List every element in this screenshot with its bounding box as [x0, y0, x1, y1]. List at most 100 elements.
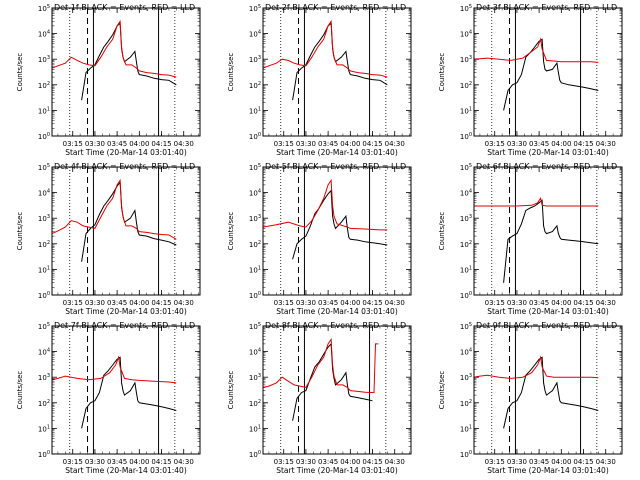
y-tick-label: 102	[38, 399, 50, 408]
y-tick-label: 101	[38, 106, 50, 115]
x-tick-label: 04:00	[340, 299, 360, 307]
y-tick-label: 105	[249, 4, 261, 13]
y-tick-label: 105	[460, 322, 472, 331]
x-tick-label: 04:15	[151, 299, 171, 307]
x-tick-label: 03:45	[318, 140, 338, 148]
series-events	[81, 22, 177, 101]
y-axis-label: Counts/sec	[438, 53, 446, 92]
y-tick-label: 102	[460, 81, 472, 90]
y-tick-label: 104	[249, 189, 261, 198]
y-tick-label: 100	[460, 291, 472, 300]
series-lld	[474, 355, 599, 379]
x-tick-label: 04:15	[362, 299, 382, 307]
x-tick-label: 03:30	[296, 458, 316, 466]
series-lld	[263, 337, 379, 394]
plot-area	[263, 326, 387, 454]
y-axis-label: Counts/sec	[16, 212, 24, 251]
y-tick-label: 103	[38, 373, 50, 382]
x-tick-label: 03:45	[318, 299, 338, 307]
y-tick-label: 104	[460, 348, 472, 357]
axes-frame	[262, 7, 412, 137]
series-events	[503, 199, 599, 283]
y-tick-label: 105	[249, 163, 261, 172]
y-tick-label: 104	[38, 189, 50, 198]
plot-area	[474, 167, 599, 295]
plot-area	[474, 8, 599, 136]
y-tick-label: 101	[460, 106, 472, 115]
plot-area	[52, 167, 177, 295]
x-tick-label: 03:30	[296, 140, 316, 148]
x-tick-label: 04:15	[573, 140, 593, 148]
y-tick-label: 100	[460, 450, 472, 459]
y-tick-label: 100	[249, 132, 261, 141]
y-tick-label: 101	[249, 265, 261, 274]
y-tick-label: 105	[38, 163, 50, 172]
y-tick-label: 102	[249, 240, 261, 249]
x-tick-label: 04:00	[340, 140, 360, 148]
x-tick-label: 04:30	[596, 458, 616, 466]
series-lld	[52, 355, 177, 384]
y-tick-label: 103	[38, 55, 50, 64]
series-events	[292, 22, 388, 101]
x-axis-label: Start Time (20-Mar-14 03:01:40)	[276, 307, 398, 316]
x-tick-label: 04:00	[129, 299, 149, 307]
y-tick-label: 104	[38, 348, 50, 357]
plot-area	[263, 8, 388, 136]
x-tick-label: 03:15	[274, 140, 294, 148]
series-events	[81, 356, 177, 429]
y-tick-label: 100	[38, 291, 50, 300]
y-tick-label: 101	[460, 265, 472, 274]
x-tick-label: 03:45	[318, 458, 338, 466]
y-axis-label: Counts/sec	[227, 53, 235, 92]
panel-2: Det 2f BLACK = Events, RED = LLD10010110…	[227, 3, 412, 157]
axes-frame	[51, 325, 201, 455]
x-tick-label: 03:45	[107, 299, 127, 307]
x-tick-label: 04:30	[385, 299, 405, 307]
y-tick-label: 104	[249, 348, 261, 357]
x-tick-label: 04:30	[174, 299, 194, 307]
x-tick-label: 03:15	[485, 299, 505, 307]
x-tick-label: 03:30	[85, 140, 105, 148]
x-tick-label: 03:30	[85, 458, 105, 466]
series-events	[292, 189, 388, 260]
y-tick-label: 102	[38, 240, 50, 249]
panel-4: Det 4f BLACK = Events, RED = LLD10010110…	[16, 162, 201, 316]
y-tick-label: 105	[38, 322, 50, 331]
y-tick-label: 102	[460, 399, 472, 408]
y-tick-label: 100	[249, 291, 261, 300]
y-tick-label: 102	[460, 240, 472, 249]
y-tick-label: 101	[249, 424, 261, 433]
series-lld	[263, 178, 388, 231]
panel-5: Det 5f BLACK = Events, RED = LLD10010110…	[227, 162, 412, 316]
x-tick-label: 03:15	[63, 299, 83, 307]
x-tick-label: 04:00	[551, 458, 571, 466]
axes-frame	[473, 166, 623, 296]
y-tick-label: 102	[38, 81, 50, 90]
series-events	[503, 38, 599, 111]
x-axis-label: Start Time (20-Mar-14 03:01:40)	[487, 148, 609, 157]
panel-6: Det 6f BLACK = Events, RED = LLD10010110…	[438, 162, 623, 316]
x-tick-label: 03:45	[529, 140, 549, 148]
x-tick-label: 04:30	[385, 458, 405, 466]
y-tick-label: 101	[460, 424, 472, 433]
plot-area	[474, 326, 599, 454]
x-tick-label: 04:15	[573, 458, 593, 466]
x-tick-label: 03:45	[107, 140, 127, 148]
x-tick-label: 03:30	[507, 299, 527, 307]
y-tick-label: 100	[38, 450, 50, 459]
x-tick-label: 04:00	[551, 299, 571, 307]
series-events	[503, 356, 599, 429]
y-axis-label: Counts/sec	[438, 212, 446, 251]
plot-area	[263, 167, 388, 295]
x-tick-label: 04:15	[362, 458, 382, 466]
y-tick-label: 103	[249, 373, 261, 382]
y-tick-label: 103	[249, 214, 261, 223]
x-axis-label: Start Time (20-Mar-14 03:01:40)	[487, 466, 609, 475]
y-tick-label: 104	[460, 30, 472, 39]
x-tick-label: 04:00	[340, 458, 360, 466]
plot-area	[52, 8, 177, 136]
x-tick-label: 04:30	[174, 140, 194, 148]
x-axis-label: Start Time (20-Mar-14 03:01:40)	[65, 466, 187, 475]
y-tick-label: 104	[460, 189, 472, 198]
y-tick-label: 104	[249, 30, 261, 39]
